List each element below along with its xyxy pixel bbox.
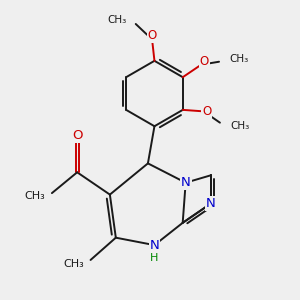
Text: O: O xyxy=(202,105,211,118)
Text: N: N xyxy=(150,238,159,252)
Text: CH₃: CH₃ xyxy=(108,15,127,26)
Text: CH₃: CH₃ xyxy=(63,260,84,269)
Text: CH₃: CH₃ xyxy=(25,191,45,201)
Text: O: O xyxy=(148,29,157,42)
Text: O: O xyxy=(200,55,209,68)
Text: O: O xyxy=(72,129,83,142)
Text: CH₃: CH₃ xyxy=(230,121,250,130)
Text: N: N xyxy=(206,197,216,210)
Text: N: N xyxy=(181,176,190,189)
Text: H: H xyxy=(150,253,159,262)
Text: CH₃: CH₃ xyxy=(230,54,249,64)
